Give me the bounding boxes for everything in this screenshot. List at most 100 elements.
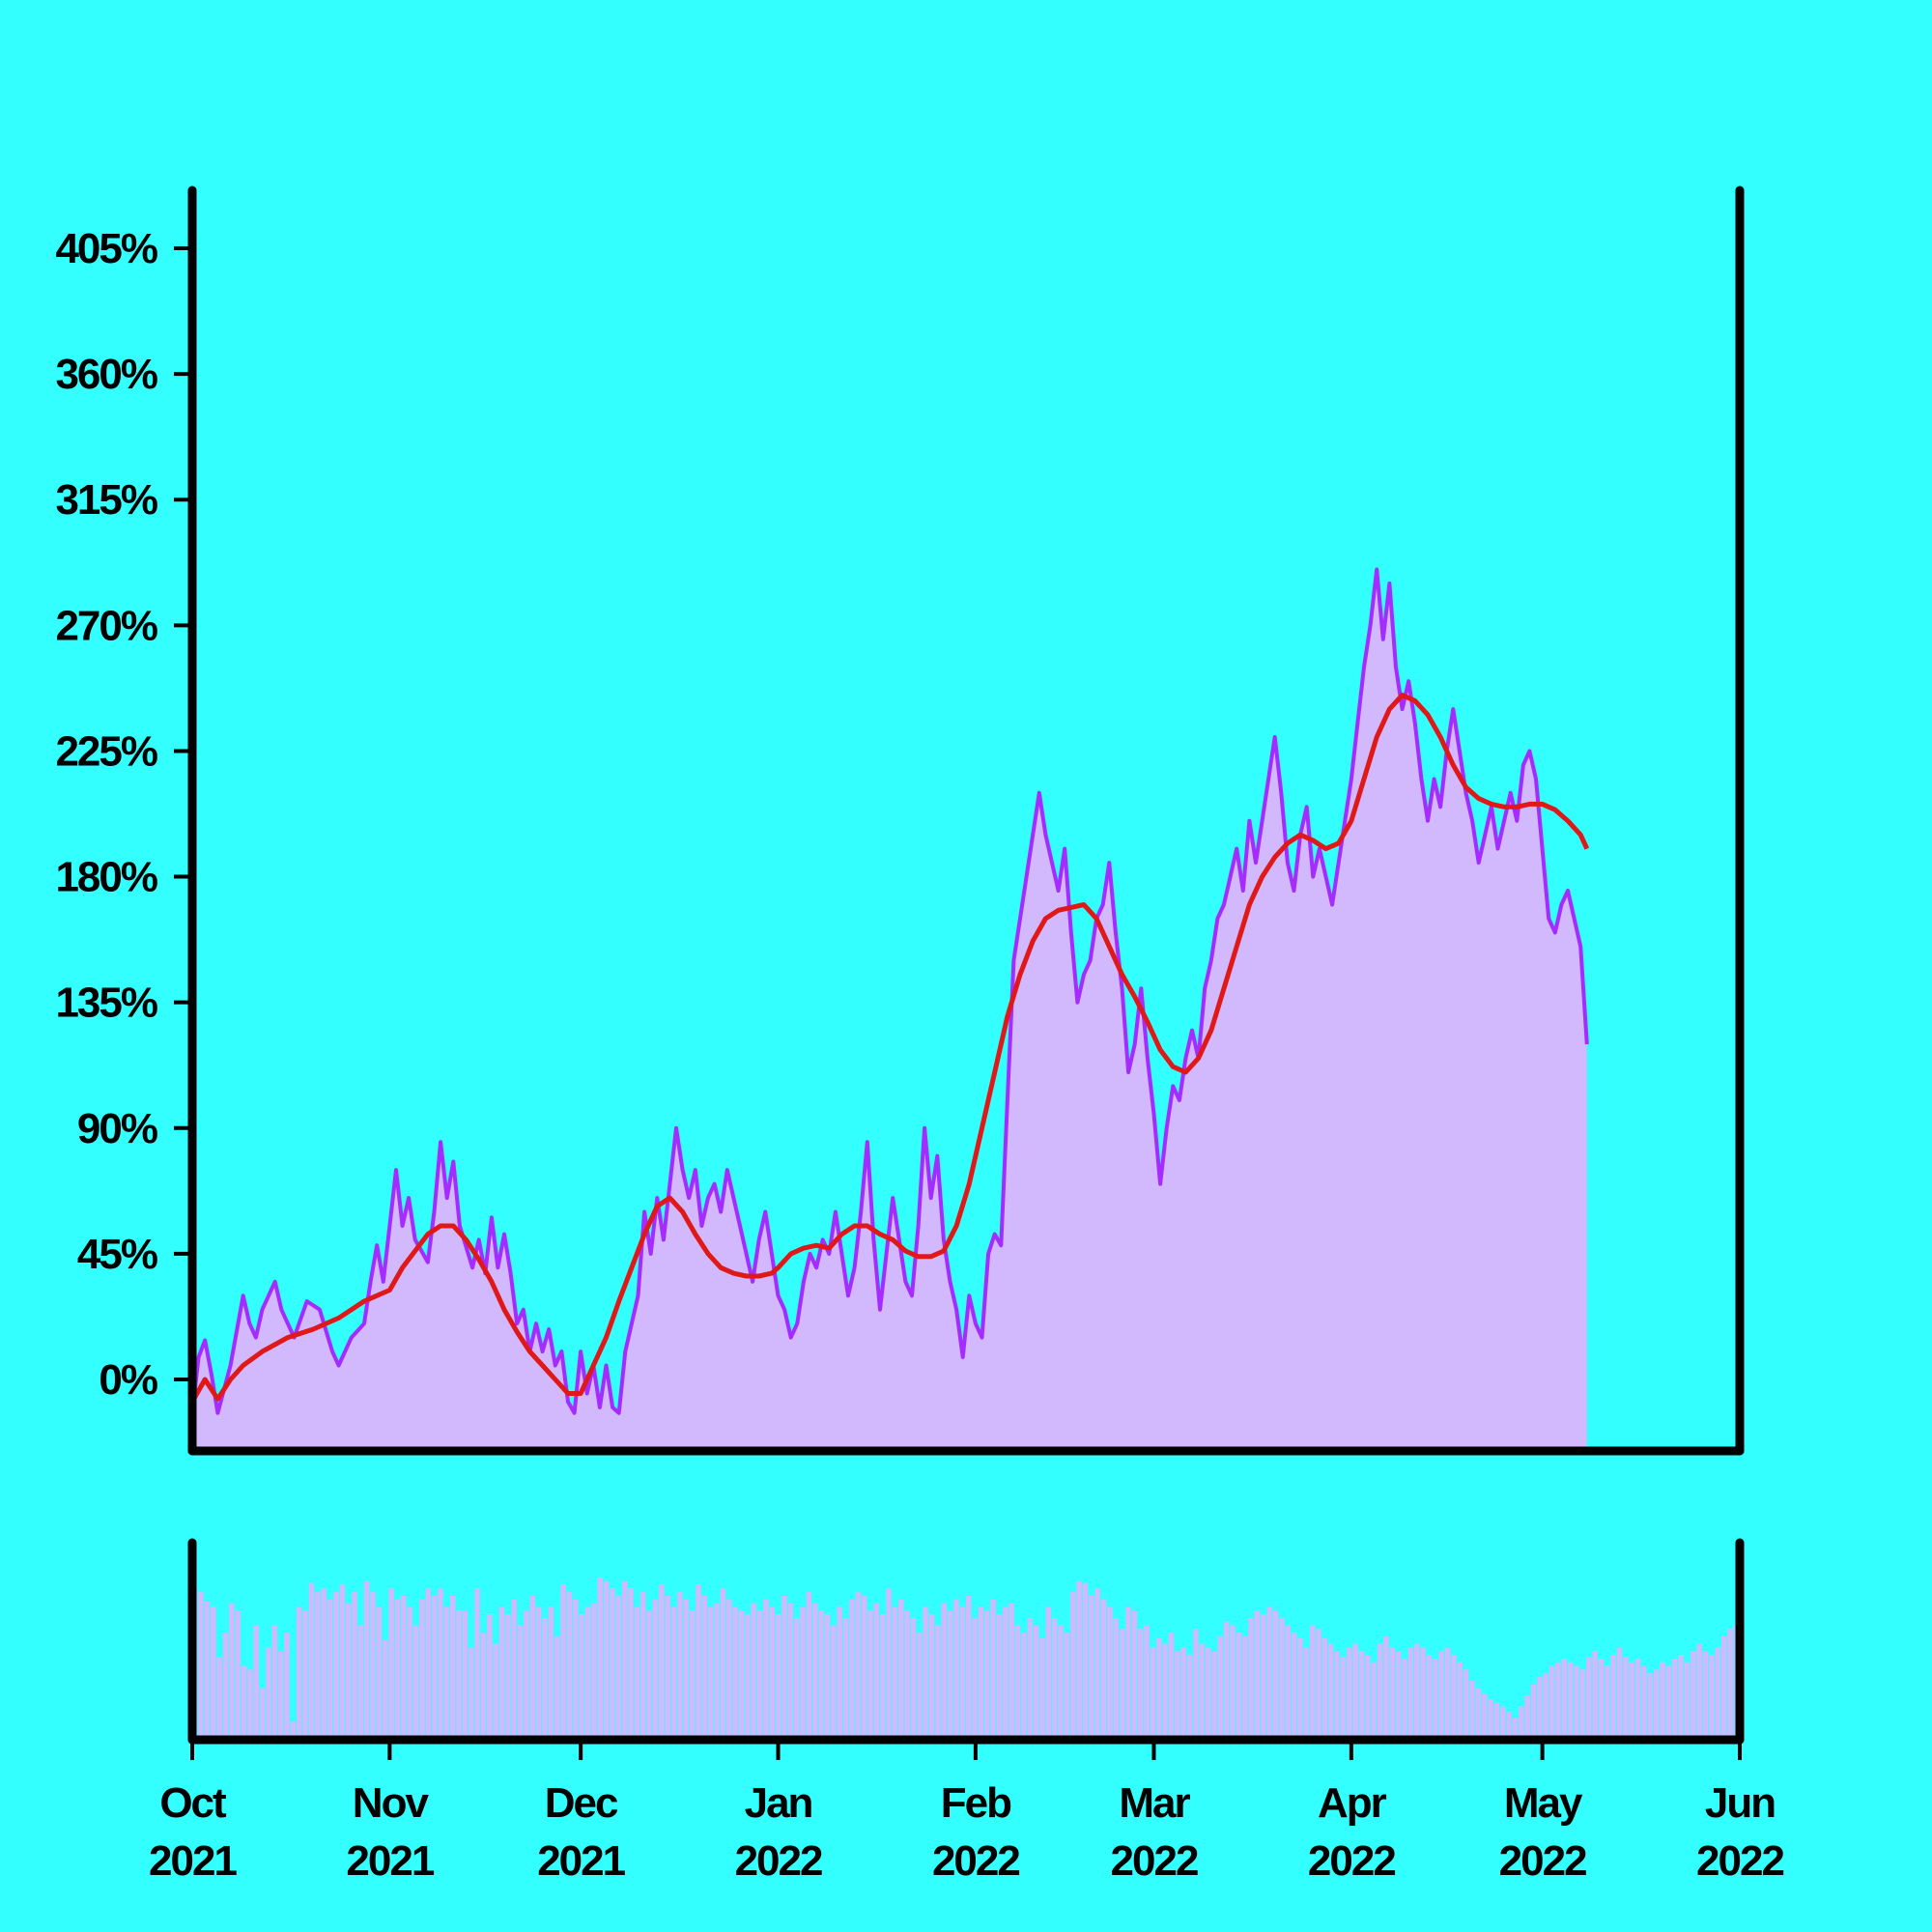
- volume-bar: [438, 1588, 443, 1739]
- volume-bar: [610, 1588, 615, 1739]
- volume-bar: [1039, 1637, 1045, 1739]
- volume-bar: [898, 1599, 904, 1739]
- volume-bar: [1347, 1647, 1352, 1739]
- volume-bar: [419, 1599, 425, 1739]
- volume-bar: [837, 1606, 842, 1739]
- volume-bar: [708, 1606, 714, 1739]
- volume-bar: [1389, 1647, 1396, 1739]
- volume-bar: [751, 1603, 756, 1739]
- volume-bar: [1727, 1629, 1733, 1739]
- x-tick-year: 2022: [932, 1837, 1019, 1885]
- volume-bar: [966, 1596, 972, 1739]
- volume-bar: [211, 1606, 216, 1739]
- x-tick-month: Jan: [745, 1779, 812, 1827]
- volume-bar: [1537, 1677, 1543, 1739]
- volume-bar: [959, 1606, 966, 1739]
- main-plot-area: [192, 567, 1590, 1450]
- volume-bar: [1340, 1657, 1347, 1739]
- volume-bar: [1242, 1636, 1248, 1739]
- volume-bar: [1568, 1662, 1574, 1739]
- volume-bar: [1291, 1633, 1297, 1739]
- volume-bar: [1138, 1629, 1144, 1739]
- volume-bar: [873, 1603, 880, 1739]
- volume-bar: [1144, 1625, 1150, 1739]
- volume-bar: [1224, 1621, 1230, 1739]
- volume-bar: [1598, 1658, 1605, 1739]
- volume-bar: [1555, 1662, 1561, 1739]
- volume-bar: [1033, 1625, 1039, 1739]
- volume-bar: [204, 1601, 211, 1739]
- volume-bar: [1438, 1651, 1444, 1739]
- volume-bar: [1457, 1662, 1463, 1739]
- volume-bar: [652, 1599, 659, 1739]
- volume-bar: [984, 1610, 990, 1739]
- volume-bar: [1616, 1647, 1623, 1739]
- volume-bar: [646, 1610, 652, 1739]
- volume-bar: [1678, 1655, 1684, 1739]
- volume-bar: [1248, 1617, 1254, 1739]
- volume-bar: [1690, 1651, 1696, 1739]
- volume-bar: [910, 1617, 917, 1739]
- volume-bar: [1530, 1684, 1537, 1739]
- volume-bar: [1684, 1662, 1690, 1739]
- volume-bar: [524, 1610, 529, 1739]
- y-tick-label: 45%: [77, 1231, 157, 1278]
- volume-bar: [781, 1596, 787, 1739]
- volume-bar: [775, 1614, 781, 1739]
- volume-bar: [376, 1606, 383, 1739]
- volume-bar: [1168, 1633, 1175, 1739]
- volume-bar: [701, 1596, 708, 1739]
- volume-bar: [763, 1599, 769, 1739]
- volume-bar: [474, 1588, 480, 1739]
- volume-bar: [615, 1596, 622, 1739]
- volume-bar: [1634, 1658, 1641, 1739]
- volume-bar: [1451, 1655, 1457, 1739]
- y-tick-label: 180%: [55, 854, 156, 901]
- volume-bar: [327, 1599, 333, 1739]
- x-tick-month: May: [1504, 1779, 1583, 1827]
- volume-bar: [1365, 1655, 1371, 1739]
- volume-bar: [972, 1617, 978, 1739]
- volume-bar: [412, 1625, 419, 1739]
- volume-bar: [996, 1614, 1003, 1739]
- volume-bar: [1512, 1718, 1519, 1739]
- y-tick-label: 90%: [77, 1105, 157, 1152]
- volume-bar: [1230, 1625, 1236, 1739]
- volume-bar: [1444, 1647, 1451, 1739]
- volume-bar: [1125, 1606, 1131, 1739]
- volume-bar: [861, 1596, 867, 1739]
- volume-bar: [1665, 1665, 1672, 1739]
- volume-bar: [1162, 1643, 1168, 1739]
- volume-bar: [456, 1610, 462, 1739]
- volume-bar: [1506, 1712, 1512, 1739]
- volume-bar: [1328, 1643, 1334, 1739]
- volume-bar: [1156, 1637, 1162, 1739]
- volume-bar: [1709, 1655, 1715, 1739]
- volume-bar: [696, 1584, 701, 1739]
- x-tick-month: Mar: [1119, 1779, 1190, 1827]
- volume-bar: [745, 1614, 751, 1739]
- volume-bar: [1586, 1657, 1592, 1739]
- volume-bar: [1316, 1629, 1321, 1739]
- volume-bar: [443, 1606, 450, 1739]
- volume-bar: [794, 1617, 800, 1739]
- volume-bar: [1100, 1599, 1107, 1739]
- volume-bar: [1089, 1596, 1094, 1739]
- volume-bar: [315, 1592, 321, 1739]
- volume-bar: [689, 1610, 696, 1739]
- volume-bar: [364, 1580, 370, 1739]
- volume-bar: [787, 1603, 794, 1739]
- volume-bar: [904, 1610, 910, 1739]
- volume-bar: [628, 1588, 634, 1739]
- volume-bar: [677, 1592, 683, 1739]
- volume-bar: [923, 1606, 928, 1739]
- volume-bar: [1715, 1647, 1720, 1739]
- volume-bar: [321, 1588, 327, 1739]
- volume-bar: [253, 1625, 259, 1739]
- volume-bar: [597, 1577, 603, 1739]
- volume-bar: [1003, 1606, 1009, 1739]
- volume-bar: [573, 1599, 579, 1739]
- volume-bar: [756, 1610, 763, 1739]
- volume-bar: [800, 1606, 806, 1739]
- volume-bar: [831, 1625, 837, 1739]
